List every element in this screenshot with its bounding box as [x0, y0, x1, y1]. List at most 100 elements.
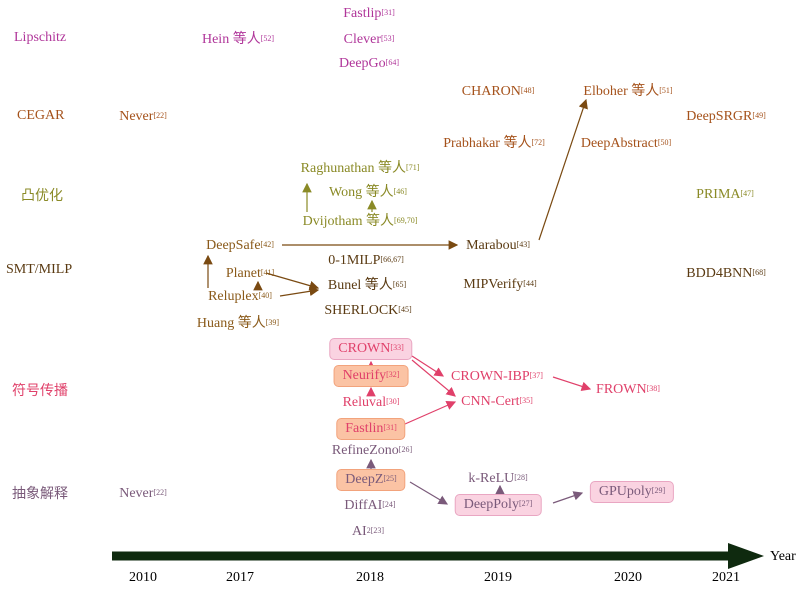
category-abstract-interpretation: 抽象解释 — [12, 483, 68, 503]
method-ref: [27] — [518, 499, 533, 508]
method-deepsrgr: DeepSRGR[49] — [686, 108, 765, 126]
method-label: FROWN — [596, 382, 647, 397]
method-bdd4bnn: BDD4BNN[68] — [686, 265, 765, 283]
category-symbolic-propagation: 符号传播 — [12, 380, 68, 400]
method-ref: [52] — [260, 34, 275, 43]
method-label: AI — [351, 524, 367, 539]
method-label: CROWN-IBP — [451, 369, 530, 384]
method-ref: [53] — [381, 34, 395, 43]
method-label: DeepGo — [339, 56, 386, 71]
link-reluplex-bunel — [279, 286, 320, 297]
method-reluplex: Reluplex[40] — [208, 288, 272, 306]
method-prima: PRIMA[47] — [696, 186, 754, 204]
method-dvijotham: Dvijotham 等人[69,70] — [303, 213, 418, 231]
link-marabou-elboher — [538, 98, 588, 241]
method-label: SHERLOCK — [324, 303, 399, 318]
method-label: DeepZ — [345, 472, 384, 487]
method-ref: [41] — [260, 268, 275, 277]
method-elboher: Elboher 等人[51] — [583, 83, 672, 101]
method-fastlin: Fastlin[31] — [336, 418, 406, 440]
category-lipschitz: Lipschitz — [14, 30, 66, 46]
method-ref: [46] — [393, 187, 407, 196]
method-label: DeepAbstract — [580, 136, 658, 151]
method-deepgo: DeepGo[64] — [339, 55, 399, 73]
method-ref: [35] — [519, 396, 533, 405]
link-crown-crownibp — [411, 355, 445, 377]
category-label: Lipschitz — [14, 30, 67, 45]
method-01milp: 0-1MILP[66,67] — [328, 252, 403, 270]
method-label: Marabou — [466, 238, 517, 253]
method-label: DiffAI — [344, 498, 383, 513]
link-deeppoly-gpupoly — [552, 491, 584, 504]
method-deepsafe: DeepSafe[42] — [206, 237, 274, 255]
method-label: DeepSRGR — [686, 109, 753, 124]
method-label: MIPVerify — [463, 277, 524, 292]
method-never-ai: Never[22] — [119, 485, 167, 503]
method-reluval: Reluval[30] — [343, 394, 400, 412]
method-ref: [25] — [383, 474, 397, 483]
method-label: RefineZono — [331, 443, 399, 458]
method-ref: [72] — [531, 138, 545, 147]
method-wong: Wong 等人[46] — [329, 184, 407, 202]
method-ref: [69,70] — [394, 216, 418, 225]
method-ref: [31] — [381, 8, 395, 17]
method-label: Huang 等人 — [196, 316, 266, 331]
method-ref: [37] — [529, 371, 543, 380]
method-crown-ibp: CROWN-IBP[37] — [451, 368, 543, 386]
timeline-arrowhead — [728, 543, 764, 569]
method-ref: [30] — [386, 397, 400, 406]
method-label: Raghunathan 等人 — [300, 161, 407, 176]
link-deepz-deeppoly — [409, 481, 449, 505]
method-planet: Planet[41] — [226, 265, 274, 283]
method-label: BDD4BNN — [686, 266, 753, 281]
method-label: Fastlip — [343, 6, 382, 21]
method-label: k-ReLU — [468, 471, 515, 486]
method-ref: [29] — [651, 486, 666, 495]
method-label: Dvijotham 等人 — [302, 214, 395, 229]
method-ref: [31] — [383, 423, 397, 432]
method-never-cegar: Never[22] — [119, 108, 167, 126]
method-hein: Hein 等人[52] — [202, 31, 274, 49]
method-crown: CROWN[33] — [329, 338, 413, 360]
category-label: SMT/MILP — [6, 262, 73, 277]
method-label: Reluval — [342, 395, 387, 410]
year-label-2017: 2017 — [226, 570, 254, 585]
method-label: Prabhakar 等人 — [443, 136, 532, 151]
category-label: CEGAR — [17, 108, 65, 123]
link-crownibp-frown — [552, 376, 592, 391]
method-deepabstract: DeepAbstract[50] — [581, 135, 671, 153]
category-cegar: CEGAR — [17, 108, 64, 124]
method-ref: [42] — [260, 240, 274, 249]
axis-label-year: Year — [770, 549, 796, 564]
method-clever: Clever[53] — [344, 31, 395, 49]
method-ref: [47] — [740, 189, 754, 198]
year-label-2018: 2018 — [356, 570, 384, 585]
method-sherlock: SHERLOCK[45] — [324, 302, 411, 320]
category-smt-milp: SMT/MILP — [6, 262, 72, 278]
method-ref: [22] — [153, 111, 167, 120]
method-ref: [39] — [265, 318, 280, 327]
method-label: GPUpoly — [598, 484, 652, 499]
method-ref: [24] — [382, 500, 396, 509]
method-ref: [64] — [385, 58, 399, 67]
method-refinezono: RefineZono[26] — [332, 442, 412, 460]
method-label: Clever — [343, 32, 381, 47]
link-planet-bunel — [265, 272, 320, 291]
year-label-2019: 2019 — [484, 570, 512, 585]
category-label: 凸优化 — [21, 189, 63, 204]
method-raghunathan: Raghunathan 等人[71] — [301, 160, 420, 178]
method-ref: [22] — [153, 488, 167, 497]
method-ref: [45] — [398, 305, 412, 314]
category-label: 抽象解释 — [12, 487, 68, 502]
link-crown-cnncert — [411, 359, 456, 397]
method-ai2: AI2[23] — [352, 523, 384, 541]
method-label: Fastlin — [345, 421, 384, 436]
method-label: DeepPoly — [463, 497, 519, 512]
method-ref: [65] — [392, 280, 407, 289]
method-ref: [71] — [406, 163, 420, 172]
method-charon: CHARON[48] — [462, 83, 534, 101]
method-label: 0-1MILP — [328, 253, 381, 268]
method-ref: [66,67] — [380, 255, 404, 264]
method-label: CROWN — [338, 341, 391, 356]
